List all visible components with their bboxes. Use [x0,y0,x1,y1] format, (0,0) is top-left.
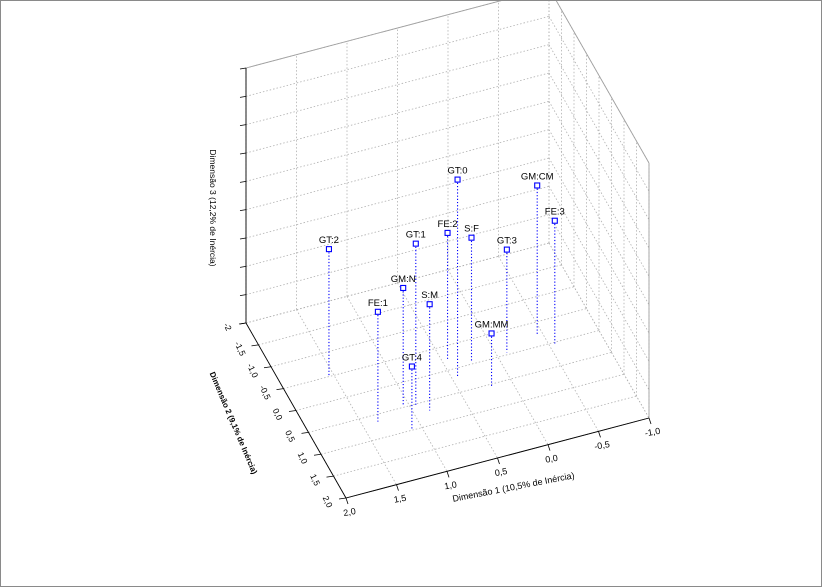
y-tick-label: -2 [222,321,234,332]
z-tick [240,96,246,97]
x-axis-label: Dimensão 1 (10,5% de Inércia) [452,470,576,503]
x-tick [346,498,348,504]
data-point [427,302,432,307]
y-tick-label: 1,5 [308,472,322,487]
point-label: FE:1 [368,298,388,309]
point-label: S:F [464,224,479,235]
point-label: FE:2 [438,219,458,230]
data-point [552,218,557,223]
y-tick-label: -1,5 [233,340,248,358]
y-tick-label: 0,0 [271,407,285,422]
point-label: GT:1 [406,230,426,241]
y-tick [327,476,334,477]
y-tick-label: 0,5 [283,429,297,444]
y-tick [289,411,296,412]
floor-grid-line [347,296,447,471]
x-tick-label: -1,0 [644,426,661,439]
data-point [504,247,509,252]
floor-grid-line [297,310,397,485]
y-tick [314,454,321,455]
axis-layer: 2,0 1,5 1,0 0,5 0,0 -0,5 -1,0 -2 -1,5 -1,0 -0,5 0,0… [222,68,661,518]
x-tick [599,431,601,437]
point-label: GM:CM [521,171,554,182]
y-axis-label: Dimensão 2 (9,1% de Inércia) [208,371,260,476]
point-label: GM:MM [475,319,509,330]
data-point [413,241,418,246]
x-tick-label: 1,0 [443,479,457,491]
z-tick [240,295,246,296]
point-label: GT:0 [448,166,468,177]
data-point [375,309,380,314]
x-tick [548,445,550,451]
z-tick [240,68,246,69]
floor-grid-line [499,256,599,431]
point-label: GT:3 [497,236,517,247]
floor-grid-line [398,283,498,458]
y-tick-label: -0,5 [258,384,273,402]
y-tick [252,345,259,346]
data-point [489,331,494,336]
point-label: GT:4 [402,353,422,364]
data-point [535,183,540,188]
point-label: FE:3 [545,207,565,218]
x-tick [397,485,399,491]
data-point [401,285,406,290]
data-point [326,247,331,252]
y-tick-label: 2,0 [321,494,335,509]
point-label: GT:2 [319,235,339,246]
data-point [469,235,474,240]
x-tick [498,458,500,464]
x-tick-label: 0,0 [544,453,558,465]
data-point [455,177,460,182]
data-point [409,364,414,369]
z-tick [240,125,246,126]
y-tick-label: -1,0 [245,362,260,380]
y-tick-label: 1,0 [296,451,310,466]
point-layer: GT:0 GT:1 GT:2 GT:3 GT:4 FE:1 FE:2 FE:3 GM:N GM:C… [319,166,565,369]
point-label: S:M [421,290,438,301]
x-tick [649,418,651,424]
y-tick [264,367,271,368]
side-wall-grid-line [549,101,649,276]
z-tick [240,323,246,324]
z-tick [240,181,246,182]
z-tick [240,238,246,239]
dropline-layer [329,180,555,431]
point-label: GM:N [391,274,416,285]
x-tick-label: 1,5 [393,493,407,505]
y-tick [277,389,284,390]
z-tick [240,153,246,154]
z-axis-label: Dimensão 3 (12,2% de Inércia) [208,149,218,266]
data-point [445,230,450,235]
x-tick [447,471,449,477]
floor-grid-line [309,352,612,432]
x-tick-label: 2,0 [342,506,356,518]
z-tick [240,266,246,267]
x-tick-label: -0,5 [593,439,610,452]
y-tick [302,432,309,433]
z-tick [240,210,246,211]
x-tick-label: 0,5 [494,466,508,478]
y-tick [339,498,346,499]
floor-grid-line [448,270,548,445]
